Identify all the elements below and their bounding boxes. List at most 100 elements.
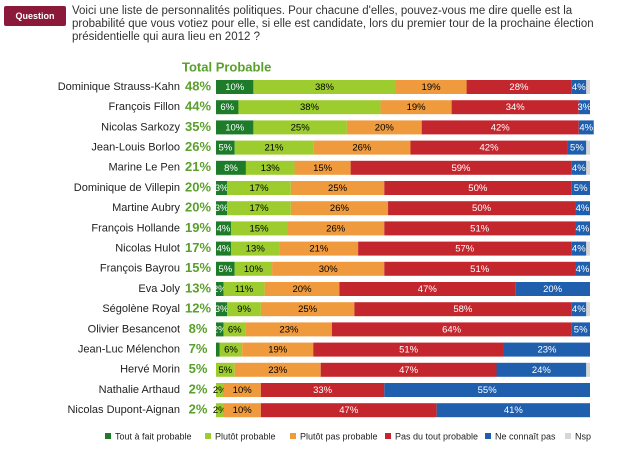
bar-segment	[567, 140, 587, 155]
value-label: 2%	[213, 405, 227, 416]
value-label: 6%	[224, 345, 238, 356]
value-label: 57%	[455, 244, 475, 255]
value-label: 58%	[453, 304, 473, 315]
bar-segment	[264, 282, 340, 296]
value-label: 64%	[442, 324, 462, 335]
value-label: 42%	[480, 143, 500, 154]
value-label: 5%	[574, 324, 588, 335]
value-label: 6%	[228, 324, 242, 335]
bar-segment	[320, 362, 497, 377]
value-label: 5%	[218, 365, 232, 376]
total-label: 35%	[185, 119, 211, 134]
bar-segment	[242, 342, 314, 357]
value-label: 4%	[217, 223, 231, 234]
value-label: 51%	[470, 223, 490, 234]
category-label: Hervé Morin	[120, 364, 180, 376]
total-label: 15%	[185, 260, 211, 275]
bar-segment	[227, 201, 291, 216]
value-label: 19%	[268, 345, 288, 356]
bar-segment	[410, 140, 568, 155]
category-label: François Hollande	[91, 222, 180, 234]
total-label: 2%	[189, 402, 208, 417]
legend-label: Pas du tout probable	[395, 431, 478, 441]
value-label: 4%	[576, 264, 590, 275]
bar-segment	[230, 221, 288, 236]
value-label: 21%	[264, 143, 284, 154]
category-label: Eva Joly	[138, 283, 180, 295]
bar-segment	[216, 261, 235, 276]
value-label: 19%	[422, 82, 442, 93]
value-label: 28%	[509, 82, 529, 93]
value-label: 3%	[215, 304, 229, 315]
value-label: 4%	[572, 82, 586, 93]
value-label: 51%	[470, 264, 490, 275]
value-label: 10%	[233, 405, 253, 416]
bar-segment	[515, 282, 590, 296]
bar-segment	[260, 403, 437, 418]
total-label: 21%	[185, 159, 211, 174]
bar-segment	[395, 80, 467, 94]
question-badge: Question	[4, 6, 66, 26]
bar-segment	[227, 181, 291, 195]
value-label: 6%	[220, 102, 234, 113]
bar-segment	[384, 383, 590, 397]
value-label: 47%	[339, 405, 359, 416]
value-label: 2%	[213, 385, 227, 396]
bar-segment	[586, 160, 590, 175]
value-label: 11%	[235, 284, 254, 295]
bar-segment	[578, 120, 594, 135]
bar-segment	[223, 322, 246, 337]
bar-segment	[290, 201, 389, 216]
category-label: Nicolas Dupont-Aignan	[67, 404, 180, 416]
value-label: 26%	[326, 223, 346, 234]
bar-segment	[571, 181, 590, 195]
bar-segment	[586, 80, 590, 94]
value-label: 15%	[313, 163, 333, 174]
value-label: 30%	[319, 264, 339, 275]
legend-label: Ne connaît pas	[495, 431, 556, 441]
bar-segment	[436, 403, 590, 418]
value-label: 55%	[478, 385, 498, 396]
bar-segment	[586, 140, 590, 155]
bar-segment	[260, 302, 355, 317]
bar-segment	[216, 322, 224, 337]
bar-segment	[294, 160, 351, 175]
value-label: 20%	[543, 284, 563, 295]
value-label: 25%	[298, 304, 318, 315]
value-label: 34%	[506, 102, 526, 113]
category-label: Marine Le Pen	[108, 162, 180, 174]
value-label: 5%	[570, 143, 584, 154]
value-label: 3%	[578, 102, 592, 113]
value-label: 59%	[451, 163, 471, 174]
value-label: 51%	[399, 345, 419, 356]
bar-segment	[571, 80, 587, 94]
value-label: 23%	[537, 345, 557, 356]
bar-segment	[238, 100, 381, 115]
bar-segment	[216, 362, 235, 377]
total-label: 20%	[185, 200, 211, 215]
bar-segment	[260, 383, 385, 397]
bar-segment	[216, 140, 235, 155]
total-label: 26%	[185, 139, 211, 154]
bar-segment	[466, 80, 572, 94]
bar-segment	[571, 302, 587, 317]
value-label: 33%	[313, 385, 333, 396]
value-label: 13%	[261, 163, 281, 174]
bar-segment	[354, 302, 572, 317]
bar-segment	[313, 342, 504, 357]
category-label: Dominique de Villepin	[74, 182, 180, 194]
bar-segment	[216, 100, 239, 115]
value-label: 38%	[315, 82, 335, 93]
category-label: François Bayrou	[100, 263, 180, 275]
value-label: 2%	[213, 324, 227, 335]
category-label: Nicolas Hulot	[115, 243, 180, 255]
value-label: 15%	[250, 223, 270, 234]
bar-segment	[234, 362, 321, 377]
legend-label: Nsp	[575, 431, 591, 441]
bar-segment	[216, 342, 220, 357]
category-label: Ségolène Royal	[102, 303, 180, 315]
bar-segment	[219, 342, 243, 357]
bar-segment	[586, 241, 590, 256]
bar-segment	[216, 403, 224, 418]
